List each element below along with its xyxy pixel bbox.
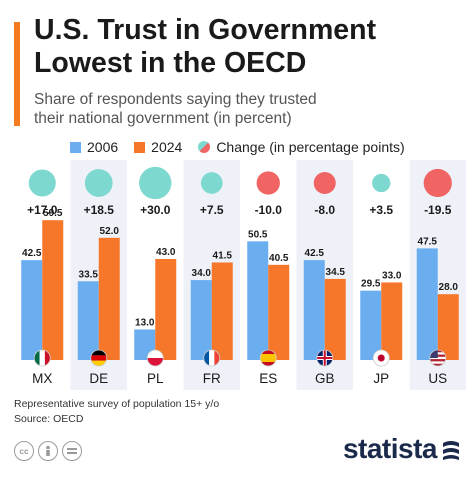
change-label: -8.0 [314,203,335,217]
bar-2024 [268,264,290,360]
bar-2006 [416,248,438,360]
bar-2006 [190,280,212,360]
source-note: Source: OECD [14,413,84,425]
legend-item-change: Change (in percentage points) [198,139,405,155]
value-label-2024: 52.0 [100,226,120,237]
value-label-2024: 59.5 [43,208,63,219]
category-label: GB [315,371,335,386]
category-label: ES [259,371,277,386]
brand-mark-icon [443,441,459,460]
change-label: -10.0 [255,203,283,217]
no-derivatives-icon [62,441,82,461]
legend-label-change: Change (in percentage points) [216,139,405,155]
change-label: +3.5 [369,203,393,217]
flag-france-icon [203,349,221,367]
category-label: JP [373,371,389,386]
legend-label-2024: 2024 [151,139,183,155]
change-label: +18.5 [84,203,115,217]
value-label-2006: 50.5 [248,229,268,240]
legend-item-2024: 2024 [134,139,182,155]
category-label: FR [203,371,221,386]
chart-title: U.S. Trust in Government Lowest in the O… [34,14,464,80]
flag-mexico-icon [33,349,51,367]
change-bubble [84,169,113,197]
change-label: -19.5 [424,203,452,217]
value-label-2006: 33.5 [79,269,99,280]
title-line-1: U.S. Trust in Government [34,14,377,46]
flag-germany-icon [90,349,108,367]
bar-chart: +17.0 42.5 59.5 MX +18.5 33.5 52.0 DE +30.0 13.0 4… [21,160,466,390]
value-label-2024: 40.5 [269,253,289,264]
category-label: US [428,371,447,386]
category-label: DE [89,371,108,386]
brand-logo[interactable]: statista [342,433,438,464]
value-label-2024: 43.0 [156,247,176,258]
legend-swatch-2024 [134,141,146,153]
title-line-2: Lowest in the OECD [34,47,307,79]
flag-usa-icon [429,349,447,367]
legend: 2006 2024 Change (in percentage points) [70,138,421,156]
change-bubble [313,171,336,195]
bar-2024 [155,258,177,360]
value-label-2006: 29.5 [361,279,381,290]
change-bubble [256,171,280,195]
legend-label-2006: 2006 [87,139,119,155]
category-label: PL [147,371,164,386]
flag-poland-icon [146,349,164,367]
legend-item-2006: 2006 [70,139,118,155]
subtitle-line-2: their national government (in percent) [34,110,292,127]
chart-subtitle: Share of respondents saying they trusted… [34,90,464,128]
change-label: +30.0 [140,203,171,217]
bar-2006 [77,281,99,360]
bar-2006 [360,290,382,360]
bar-2024 [42,220,64,360]
value-label-2006: 13.0 [135,317,155,328]
bar-2006 [303,260,325,360]
value-label-2024: 28.0 [439,282,459,293]
bar-2024 [324,278,346,360]
legend-swatch-2006 [70,141,81,153]
value-label-2006: 47.5 [418,236,438,247]
survey-note: Representative survey of population 15+ … [14,398,220,410]
value-label-2024: 33.0 [382,270,402,281]
cc-icon: cc [14,441,34,461]
change-label: +7.5 [200,203,224,217]
value-label-2006: 42.5 [305,248,325,259]
bar-2024 [437,294,459,360]
flag-spain-icon [259,349,277,367]
change-bubble [200,172,223,194]
bar-2024 [211,262,233,360]
change-bubble [139,166,172,200]
legend-swatch-change-icon [198,141,211,153]
change-bubble [372,173,391,193]
bar-2006 [247,241,269,360]
value-label-2006: 42.5 [22,248,42,259]
category-label: MX [32,371,52,386]
license-icons: cc [14,441,86,461]
value-label-2024: 41.5 [213,250,233,261]
bar-2024 [381,282,403,360]
flag-uk-icon [316,349,334,367]
change-bubble [28,169,56,197]
change-bubble [423,168,452,198]
change-label: +17.0 [27,203,58,217]
bar-2024 [98,237,120,360]
footnote: Representative survey of population 15+ … [14,397,219,427]
attribution-icon [38,441,58,461]
value-label-2024: 34.5 [326,267,346,278]
subtitle-line-1: Share of respondents saying they trusted [34,91,317,108]
flag-japan-icon [372,349,390,367]
accent-bar [14,22,20,126]
bar-2006 [21,260,43,360]
value-label-2006: 34.0 [192,268,212,279]
